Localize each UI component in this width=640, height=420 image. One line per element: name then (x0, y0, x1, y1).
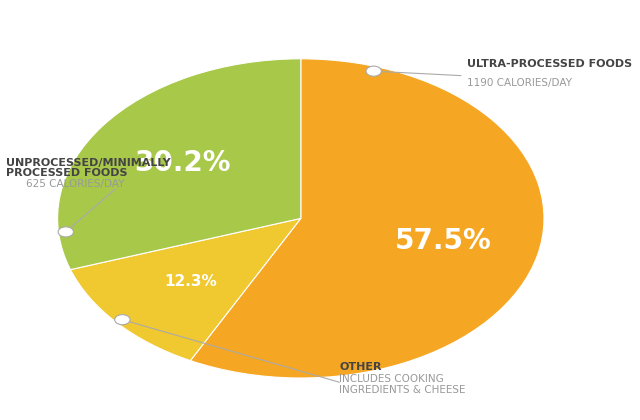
Text: 57.5%: 57.5% (394, 227, 491, 255)
Circle shape (366, 66, 381, 76)
Text: OTHER: OTHER (339, 362, 381, 372)
Text: INGREDIENTS & CHEESE: INGREDIENTS & CHEESE (339, 385, 466, 395)
Circle shape (115, 315, 130, 325)
Wedge shape (58, 59, 301, 270)
Text: ULTRA-PROCESSED FOODS: ULTRA-PROCESSED FOODS (467, 59, 632, 69)
Text: PROCESSED FOODS: PROCESSED FOODS (6, 168, 128, 178)
Text: UNPROCESSED/MINIMALLY: UNPROCESSED/MINIMALLY (6, 158, 171, 168)
Wedge shape (70, 218, 301, 361)
Text: 30.2%: 30.2% (134, 149, 230, 176)
Text: INCLUDES COOKING: INCLUDES COOKING (339, 374, 444, 384)
Text: 1190 CALORIES/DAY: 1190 CALORIES/DAY (467, 78, 572, 88)
Text: 625 CALORIES/DAY: 625 CALORIES/DAY (26, 179, 124, 189)
Text: 12.3%: 12.3% (164, 273, 217, 289)
Wedge shape (190, 59, 544, 378)
Circle shape (58, 227, 74, 237)
